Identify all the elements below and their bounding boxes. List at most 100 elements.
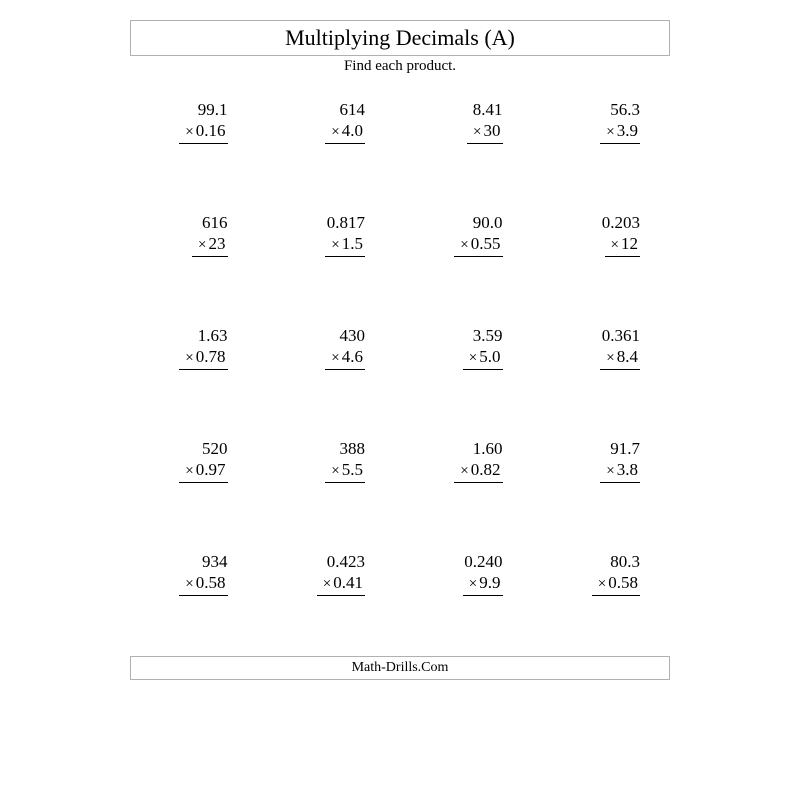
multiplier-line: ×5.0: [463, 346, 503, 370]
multiplicand: 388: [278, 438, 366, 459]
multiplier-line: ×0.78: [179, 346, 227, 370]
multiplicand: 91.7: [553, 438, 641, 459]
problem: 934×0.58: [140, 551, 248, 596]
multiplier: 0.58: [608, 573, 638, 592]
multiplier: 3.8: [617, 460, 638, 479]
multiplicand: 80.3: [553, 551, 641, 572]
subtitle: Find each product.: [130, 58, 670, 75]
problem: 388×5.5: [278, 438, 386, 483]
multiply-sign: ×: [185, 463, 193, 479]
page-title: Multiplying Decimals (A): [285, 25, 515, 50]
multiply-sign: ×: [331, 237, 339, 253]
multiplier-line: ×12: [605, 233, 640, 257]
multiplier: 3.9: [617, 121, 638, 140]
multiplicand: 8.41: [415, 99, 503, 120]
multiplicand: 3.59: [415, 325, 503, 346]
multiplier-line: ×0.41: [317, 572, 365, 596]
multiplicand: 99.1: [140, 99, 228, 120]
multiplier: 23: [209, 234, 226, 253]
problem: 616×23: [140, 212, 248, 257]
worksheet-container: Multiplying Decimals (A) Find each produ…: [130, 20, 670, 680]
problems-grid: 99.1×0.16614×4.08.41×3056.3×3.9616×230.8…: [130, 99, 670, 596]
multiply-sign: ×: [331, 124, 339, 140]
problem: 80.3 ×0.58: [553, 551, 661, 596]
problem: 0.203×12: [553, 212, 661, 257]
multiplier: 5.0: [479, 347, 500, 366]
multiply-sign: ×: [331, 463, 339, 479]
multiplier: 1.5: [342, 234, 363, 253]
multiplicand: 934: [140, 551, 228, 572]
multiplicand: 1.60: [415, 438, 503, 459]
multiplier: 0.78: [196, 347, 226, 366]
multiply-sign: ×: [606, 124, 614, 140]
multiplicand: 430: [278, 325, 366, 346]
multiply-sign: ×: [323, 576, 331, 592]
multiply-sign: ×: [606, 350, 614, 366]
multiplicand: 0.361: [553, 325, 641, 346]
problem: 90.0×0.55: [415, 212, 523, 257]
problem: 56.3×3.9: [553, 99, 661, 144]
multiplicand: 614: [278, 99, 366, 120]
multiply-sign: ×: [598, 576, 606, 592]
multiplier-line: ×9.9: [463, 572, 503, 596]
multiplicand: 0.240: [415, 551, 503, 572]
multiply-sign: ×: [185, 576, 193, 592]
footer-box: Math-Drills.Com: [130, 656, 670, 680]
problem: 0.423×0.41: [278, 551, 386, 596]
problem: 91.7×3.8: [553, 438, 661, 483]
multiply-sign: ×: [606, 463, 614, 479]
multiplier: 9.9: [479, 573, 500, 592]
multiplicand: 0.817: [278, 212, 366, 233]
problem: 1.60×0.82: [415, 438, 523, 483]
problem: 3.59×5.0: [415, 325, 523, 370]
multiplier: 0.82: [471, 460, 501, 479]
multiplier-line: ×0.82: [454, 459, 502, 483]
multiplier: 0.55: [471, 234, 501, 253]
multiplier: 0.41: [333, 573, 363, 592]
multiplier-line: ×0.97: [179, 459, 227, 483]
problem: 0.240×9.9: [415, 551, 523, 596]
problem: 0.817×1.5: [278, 212, 386, 257]
footer-text: Math-Drills.Com: [352, 660, 449, 675]
multiplicand: 520: [140, 438, 228, 459]
multiplicand: 90.0: [415, 212, 503, 233]
multiplier: 0.16: [196, 121, 226, 140]
multiplier-line: ×23: [192, 233, 227, 257]
multiplier: 4.0: [342, 121, 363, 140]
multiply-sign: ×: [460, 237, 468, 253]
multiply-sign: ×: [198, 237, 206, 253]
multiplier-line: ×3.9: [600, 120, 640, 144]
multiply-sign: ×: [460, 463, 468, 479]
problem: 614×4.0: [278, 99, 386, 144]
multiplier: 0.97: [196, 460, 226, 479]
multiplier: 4.6: [342, 347, 363, 366]
multiplicand: 56.3: [553, 99, 641, 120]
multiplier: 30: [484, 121, 501, 140]
multiplier-line: ×1.5: [325, 233, 365, 257]
problem: 0.361×8.4: [553, 325, 661, 370]
multiply-sign: ×: [611, 237, 619, 253]
multiplier-line: ×0.55: [454, 233, 502, 257]
multiply-sign: ×: [185, 350, 193, 366]
problem: 99.1×0.16: [140, 99, 248, 144]
problem: 430 ×4.6: [278, 325, 386, 370]
multiplier-line: ×8.4: [600, 346, 640, 370]
multiplier-line: ×3.8: [600, 459, 640, 483]
title-box: Multiplying Decimals (A): [130, 20, 670, 56]
multiply-sign: ×: [331, 350, 339, 366]
multiplicand: 616: [140, 212, 228, 233]
problem: 520×0.97: [140, 438, 248, 483]
multiply-sign: ×: [185, 124, 193, 140]
multiplier-line: ×0.16: [179, 120, 227, 144]
multiplier: 12: [621, 234, 638, 253]
multiply-sign: ×: [469, 576, 477, 592]
problem: 8.41×30: [415, 99, 523, 144]
multiplier-line: ×4.0: [325, 120, 365, 144]
multiplicand: 0.423: [278, 551, 366, 572]
multiplier-line: ×0.58: [179, 572, 227, 596]
multiplier: 8.4: [617, 347, 638, 366]
multiply-sign: ×: [473, 124, 481, 140]
multiplier-line: ×5.5: [325, 459, 365, 483]
problem: 1.63×0.78: [140, 325, 248, 370]
multiplier-line: ×30: [467, 120, 502, 144]
